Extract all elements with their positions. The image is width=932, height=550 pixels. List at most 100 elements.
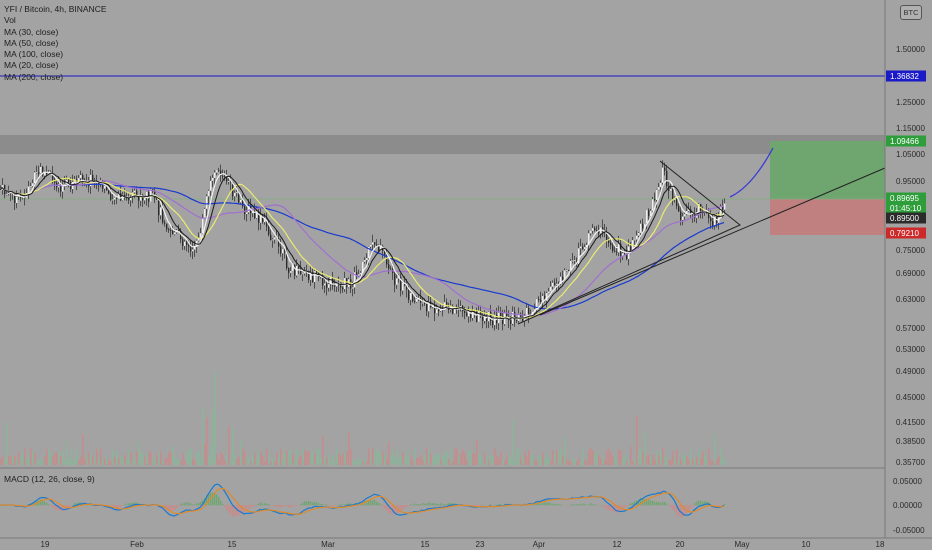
- volume-bar: [652, 454, 654, 465]
- volume-bar: [358, 458, 360, 465]
- macd-histogram-bar: [618, 505, 620, 512]
- candle-body: [266, 219, 268, 227]
- volume-bar: [590, 448, 592, 465]
- volume-bar: [616, 460, 618, 465]
- legend-ma-20[interactable]: MA (20, close): [4, 60, 59, 71]
- candle-body: [412, 292, 414, 302]
- volume-bar: [112, 449, 114, 465]
- projection-path[interactable]: [729, 147, 774, 198]
- candle-body: [482, 315, 484, 321]
- volume-bar: [608, 448, 610, 465]
- candle-body: [406, 285, 408, 290]
- volume-bar: [282, 458, 284, 465]
- volume-bar: [670, 459, 672, 465]
- macd-histogram-bar: [294, 505, 296, 506]
- macd-histogram-bar: [662, 501, 664, 506]
- legend-ma-100[interactable]: MA (100, close): [4, 49, 64, 60]
- macd-legend[interactable]: MACD (12, 26, close, 9): [4, 474, 95, 484]
- macd-histogram-bar: [408, 505, 410, 506]
- candle-body: [394, 273, 396, 285]
- volume-bar: [510, 457, 512, 465]
- macd-histogram-bar: [376, 501, 378, 506]
- candle-body: [68, 179, 70, 183]
- candle-body: [622, 253, 624, 256]
- macd-tick-label: 0.00000: [893, 501, 922, 510]
- profit-target-zone[interactable]: [770, 141, 885, 199]
- volume-bar: [2, 456, 4, 465]
- volume-bar: [444, 450, 446, 465]
- volume-bar: [240, 440, 242, 465]
- legend-ma-30[interactable]: MA (30, close): [4, 26, 59, 37]
- candle-body: [336, 283, 338, 287]
- volume-bar: [68, 458, 70, 465]
- macd-histogram-bar: [218, 496, 220, 506]
- ma-20-line: [0, 171, 725, 321]
- volume-bar: [618, 449, 620, 465]
- volume-bar: [432, 457, 434, 465]
- volume-bar: [452, 461, 454, 465]
- volume-bar: [540, 454, 542, 465]
- volume-bar: [210, 445, 212, 465]
- candle-body: [722, 206, 724, 210]
- volume-bar: [418, 457, 420, 465]
- macd-histogram-bar: [686, 505, 688, 514]
- macd-histogram-bar: [228, 505, 230, 514]
- volume-bar: [440, 460, 442, 465]
- volume-bar: [284, 451, 286, 465]
- triangle-pattern[interactable]: [517, 160, 741, 325]
- candle-body: [658, 187, 660, 190]
- candle-body: [360, 272, 362, 275]
- candle-body: [248, 205, 250, 213]
- volume-bar: [586, 461, 588, 465]
- time-axis[interactable]: 19 Feb 15 Mar 15 23 Apr 12 20 May 10 18: [41, 540, 885, 549]
- macd-histogram-bar: [660, 503, 662, 506]
- volume-bar: [598, 454, 600, 465]
- volume-bar: [486, 455, 488, 465]
- candle-body: [144, 197, 146, 201]
- volume-bar: [60, 456, 62, 465]
- candle-body: [664, 167, 666, 171]
- volume-bar: [644, 432, 646, 465]
- volume-bar: [496, 455, 498, 465]
- candle-body: [92, 174, 94, 183]
- candle-body: [376, 244, 378, 246]
- candle-body: [684, 214, 686, 217]
- macd-tick-label: -0.05000: [893, 526, 925, 535]
- legend-ma-200[interactable]: MA (200, close): [4, 71, 64, 82]
- macd-histogram-bar: [434, 503, 436, 506]
- macd-histogram-bar: [634, 501, 636, 506]
- macd-histogram-bar: [316, 502, 318, 506]
- candle-body: [274, 237, 276, 240]
- macd-histogram-bar: [672, 505, 674, 510]
- trend-line[interactable]: [539, 167, 886, 316]
- legend-volume[interactable]: Vol: [4, 15, 16, 26]
- volume-bar: [190, 448, 192, 465]
- candle-body: [518, 313, 520, 321]
- candle-body: [192, 249, 194, 252]
- macd-histogram-bar: [116, 505, 118, 508]
- macd-histogram-bar: [242, 505, 244, 514]
- candle-body: [196, 240, 198, 247]
- stop-loss-zone[interactable]: [770, 199, 885, 235]
- volume-bar: [682, 451, 684, 465]
- volume-bar: [402, 452, 404, 465]
- price-tick-label: 1.15000: [896, 124, 925, 133]
- candle-body: [364, 260, 366, 262]
- currency-badge[interactable]: BTC: [900, 5, 922, 20]
- volume-bar: [208, 456, 210, 465]
- candle-body: [136, 190, 138, 197]
- macd-histogram-bar: [112, 505, 114, 508]
- price-tag: 01:45:10: [886, 202, 926, 214]
- macd-histogram-bar: [260, 502, 262, 506]
- macd-histogram-bar: [170, 505, 172, 512]
- price-axis[interactable]: 1.500001.250001.150001.050000.950000.850…: [893, 45, 925, 535]
- macd-histogram-bar: [224, 505, 226, 508]
- symbol-title[interactable]: YFI / Bitcoin, 4h, BINANCE: [4, 4, 107, 14]
- candle-body: [64, 183, 66, 185]
- macd-histogram-bar: [718, 505, 720, 507]
- legend-ma-50[interactable]: MA (50, close): [4, 37, 59, 48]
- candle-body: [594, 228, 596, 231]
- macd-histogram-bar: [196, 503, 198, 506]
- candle-body: [278, 238, 280, 247]
